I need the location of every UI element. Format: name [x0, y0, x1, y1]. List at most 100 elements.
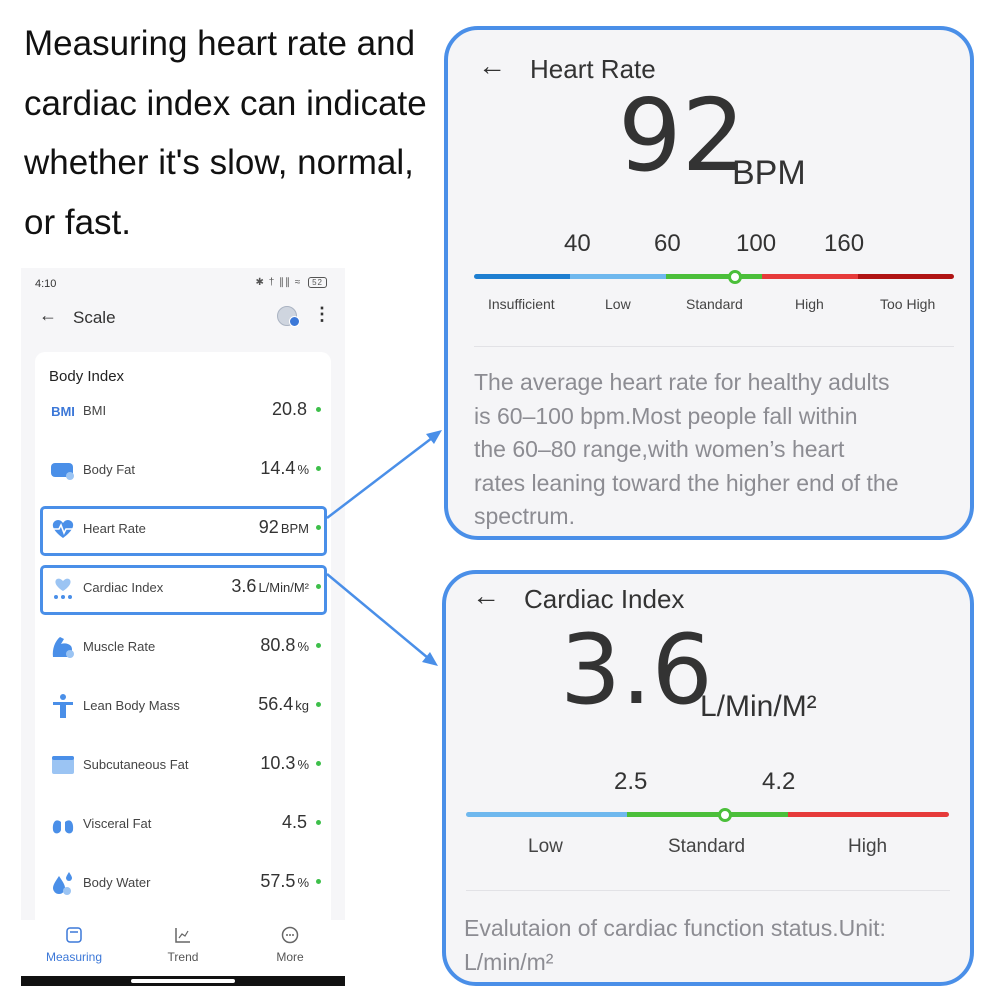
visceral-fat-icon: [49, 811, 77, 837]
metric-row-muscle-rate[interactable]: Muscle Rate 80.8%: [35, 620, 331, 679]
panel-title: Heart Rate: [530, 54, 656, 84]
range-segment-high: [788, 812, 949, 817]
value-unit: %: [297, 639, 309, 654]
status-icons: ✱ † ∥∥ ≈ 52: [256, 277, 327, 288]
metric-row-body-fat[interactable]: Body Fat 14.4%: [35, 443, 331, 502]
status-bar: 4:10 ✱ † ∥∥ ≈ 52: [21, 268, 345, 302]
metric-value: 56.4 kg: [258, 694, 309, 715]
metric-label: Lean Body Mass: [83, 698, 180, 713]
divider: [466, 890, 950, 891]
nav-trend[interactable]: Trend: [138, 926, 228, 964]
description-line: the 60–80 range,with women’s heart: [474, 436, 845, 462]
metric-value: 3.6 L/Min/M²: [231, 576, 309, 597]
trend-icon: [175, 928, 190, 943]
status-dot: [316, 879, 321, 884]
description-line: spectrum.: [474, 503, 575, 529]
body-index-card: Body Index BMI BMI 20.8 Body Fat 14.4% H…: [35, 352, 331, 932]
description-line: rates leaning toward the higher end of t…: [474, 469, 899, 496]
highlight-cardiac-index: [40, 565, 327, 615]
metric-row-subcutaneous-fat[interactable]: Subcutaneous Fat 10.3%: [35, 738, 331, 797]
nav-more[interactable]: More: [245, 926, 335, 964]
status-dot: [316, 525, 321, 530]
tick-label: 4.2: [762, 768, 796, 795]
metric-value: 4.5: [282, 812, 309, 833]
more-icon: [281, 926, 299, 944]
metric-label: Cardiac Index: [83, 580, 164, 595]
value-unit: %: [297, 462, 309, 477]
metric-label: Body Fat: [83, 462, 136, 477]
home-indicator[interactable]: [131, 979, 235, 983]
back-arrow-icon[interactable]: ←: [478, 50, 506, 81]
value-unit: %: [297, 757, 309, 772]
metric-row-body-water[interactable]: Body Water 57.5%: [35, 856, 331, 915]
value-unit: %: [297, 875, 309, 890]
back-arrow-icon[interactable]: ←: [472, 580, 500, 611]
divider: [474, 346, 954, 347]
arrow-to-cardiac-panel: [326, 573, 429, 659]
heart-rate-panel: ← Heart Rate 92 BPM 40 60 100 160 Insuff…: [444, 26, 974, 540]
metric-row-bmi[interactable]: BMI BMI 20.8: [35, 384, 331, 443]
value-number: 57.5: [260, 871, 296, 891]
cardiac-index-panel: ← Cardiac Index 3.6 L/Min/M² 2.5 4.2 Low…: [442, 570, 974, 986]
status-dot: [316, 761, 321, 766]
tick-label: 160: [824, 230, 865, 257]
description-line: is 60–100 bpm.Most people fall within: [474, 402, 858, 429]
muscle-icon: [49, 634, 77, 660]
metric-value: 80.8%: [260, 635, 309, 656]
metric-label: Visceral Fat: [83, 816, 152, 831]
category-label: High: [795, 296, 824, 312]
nav-label: More: [276, 950, 304, 964]
metric-row-lean-body-mass[interactable]: Lean Body Mass 56.4 kg: [35, 679, 331, 738]
phone-screenshot: 4:10 ✱ † ∥∥ ≈ 52 ← Scale ⋮ Body Index BM…: [21, 268, 345, 986]
metric-label: BMI: [83, 403, 107, 418]
back-arrow-icon[interactable]: ←: [39, 305, 57, 325]
category-label: Low: [605, 296, 631, 312]
metric-label: Heart Rate: [83, 521, 146, 536]
highlight-heart-rate: [40, 506, 327, 556]
arrowhead-icon: [426, 430, 442, 444]
metric-row-cardiac-index[interactable]: Cardiac Index 3.6 L/Min/M²: [35, 561, 331, 620]
card-title: Body Index: [49, 368, 125, 385]
range-segment-low: [466, 812, 627, 817]
metric-label: Body Water: [83, 875, 151, 890]
value-number: 20.8: [271, 399, 307, 419]
metric-value: 14.4%: [260, 458, 309, 479]
value-number: 92: [258, 517, 279, 537]
metric-value: 20.8: [272, 399, 309, 420]
value-number: 80.8: [260, 635, 296, 655]
value-marker: [718, 808, 732, 822]
description-line: Evalutaion of cardiac function status.Un…: [464, 915, 886, 941]
description-line: L/min/m²: [464, 948, 554, 975]
user-badge-icon: [289, 316, 300, 327]
value-number: 56.4: [258, 694, 294, 714]
more-menu-icon[interactable]: ⋮: [313, 304, 331, 324]
range-segment-standard: [666, 274, 762, 279]
measuring-icon: [66, 927, 82, 943]
metric-row-visceral-fat[interactable]: Visceral Fat 4.5: [35, 797, 331, 856]
body-water-icon: [49, 870, 77, 896]
cardiac-index-icon: [49, 575, 77, 601]
value-number: 10.3: [260, 753, 296, 773]
status-dot: [316, 584, 321, 589]
nav-measuring[interactable]: Measuring: [29, 926, 119, 964]
range-segment-low: [570, 274, 666, 279]
lean-body-icon: [49, 693, 77, 719]
metric-label: Muscle Rate: [83, 639, 156, 654]
panel-title: Cardiac Index: [524, 584, 685, 614]
status-dot: [316, 407, 321, 412]
metric-value: 10.3%: [260, 753, 309, 774]
headline: Measuring heart rate and cardiac index c…: [24, 24, 427, 242]
value-unit: BPM: [280, 521, 309, 536]
heart-rate-value: 92: [618, 77, 746, 194]
category-label: Too High: [880, 296, 936, 312]
range-segment-standard: [627, 812, 788, 817]
arrow-to-heart-panel: [326, 437, 433, 519]
tick-label: 2.5: [614, 768, 648, 795]
value-number: 14.4: [260, 458, 296, 478]
cardiac-index-unit: L/Min/M²: [700, 690, 817, 723]
value-unit: kg: [295, 698, 309, 713]
arrowhead-icon: [422, 652, 438, 666]
body-fat-icon: [49, 457, 77, 483]
subcutaneous-fat-icon: [49, 752, 77, 778]
metric-row-heart-rate[interactable]: Heart Rate 92 BPM: [35, 502, 331, 561]
